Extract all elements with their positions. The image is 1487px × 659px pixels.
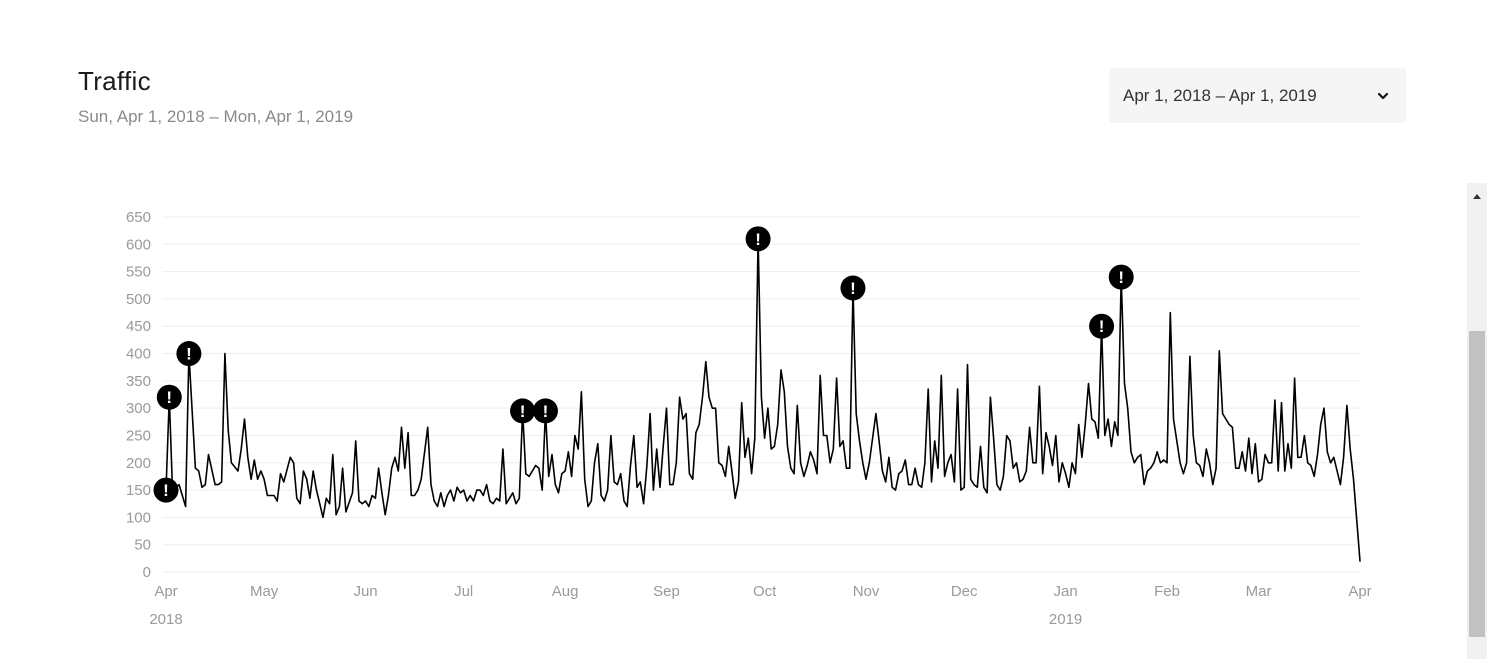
x-tick-label: May	[250, 583, 279, 600]
exclamation-icon[interactable]: !	[153, 477, 179, 503]
y-tick-label: 0	[143, 564, 151, 581]
y-tick-label: 100	[126, 509, 151, 526]
svg-text:!: !	[1099, 317, 1105, 336]
traffic-series-line	[165, 238, 1361, 562]
y-tick-label: 50	[134, 537, 151, 554]
x-tick-label: Apr	[154, 583, 177, 600]
x-axis: Apr 2018 May Jun Jul Aug Sep Oct Nov Dec Jan 2019 Fe…	[149, 583, 1371, 628]
y-axis: 0 50 100 150 200 250 300 350 400 450 500 550 600 650	[126, 209, 151, 581]
exclamation-icon[interactable]: !	[176, 341, 202, 367]
svg-text:!: !	[543, 402, 549, 421]
svg-text:!: !	[850, 279, 856, 298]
x-tick-label: Sep	[653, 583, 680, 600]
y-tick-label: 400	[126, 346, 151, 363]
exclamation-icon[interactable]: !	[745, 226, 771, 252]
date-range-select[interactable]: Apr 1, 2018 – Apr 1, 2019	[1109, 68, 1406, 123]
scrollbar-thumb[interactable]	[1469, 331, 1485, 637]
y-tick-label: 450	[126, 318, 151, 335]
y-tick-label: 150	[126, 482, 151, 499]
page-title: Traffic	[78, 66, 151, 96]
y-tick-label: 600	[126, 236, 151, 253]
svg-text:!: !	[166, 388, 172, 407]
svg-text:!: !	[755, 230, 761, 249]
chevron-down-icon	[1374, 87, 1392, 105]
x-tick-label: Oct	[753, 583, 777, 600]
svg-text:!: !	[520, 402, 526, 421]
x-tick-label: Jan	[1053, 583, 1077, 600]
y-tick-label: 200	[126, 455, 151, 472]
exclamation-icon[interactable]: !	[510, 398, 536, 424]
y-tick-label: 650	[126, 209, 151, 226]
chart-series	[165, 238, 1361, 562]
exclamation-icon[interactable]: !	[532, 398, 558, 424]
x-tick-label: Feb	[1154, 583, 1180, 600]
exclamation-icon[interactable]: !	[1089, 313, 1115, 339]
date-range-label: Apr 1, 2018 – Apr 1, 2019	[1123, 85, 1317, 105]
x-tick-label: Mar	[1246, 583, 1272, 600]
x-tick-label: Nov	[853, 583, 880, 600]
y-tick-label: 550	[126, 264, 151, 281]
x-tick-label: Apr	[1348, 583, 1371, 600]
page-subtitle: Sun, Apr 1, 2018 – Mon, Apr 1, 2019	[78, 107, 354, 126]
x-tick-year-label: 2019	[1049, 611, 1082, 628]
scroll-up-arrow-icon[interactable]	[1467, 183, 1487, 209]
y-tick-label: 500	[126, 291, 151, 308]
x-tick-label: Aug	[552, 583, 579, 600]
svg-text:!: !	[163, 481, 169, 500]
exclamation-icon[interactable]: !	[1108, 264, 1134, 290]
x-tick-label: Dec	[951, 583, 978, 600]
x-tick-year-label: 2018	[149, 611, 182, 628]
chart-annotations: !!!!!!!!!	[153, 226, 1134, 503]
exclamation-icon[interactable]: !	[156, 384, 182, 410]
y-tick-label: 300	[126, 400, 151, 417]
svg-text:!: !	[1118, 268, 1124, 287]
x-tick-label: Jun	[353, 583, 377, 600]
svg-text:!: !	[186, 345, 192, 364]
vertical-scrollbar[interactable]	[1467, 183, 1487, 659]
x-tick-label: Jul	[454, 583, 473, 600]
exclamation-icon[interactable]: !	[840, 275, 866, 301]
y-tick-label: 350	[126, 373, 151, 390]
y-tick-label: 250	[126, 427, 151, 444]
